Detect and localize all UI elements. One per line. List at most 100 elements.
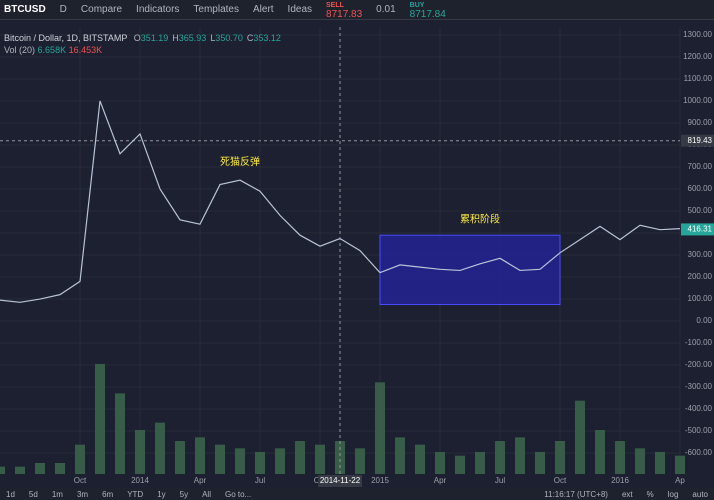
volume-bar: [355, 448, 365, 474]
range-button[interactable]: 3m: [76, 489, 89, 499]
x-tick-label: Oct: [554, 476, 567, 485]
range-button[interactable]: 1m: [51, 489, 63, 499]
x-tick-label: Apr: [434, 476, 447, 485]
symbol[interactable]: BTCUSD: [4, 4, 46, 15]
volume-bar: [55, 463, 65, 474]
ohlc-value: 365.93: [178, 33, 207, 43]
volume-bar: [475, 452, 485, 474]
y-tick-label: -100.00: [685, 338, 713, 347]
y-tick-label: -400.00: [685, 404, 713, 413]
y-tick-label: 900.00: [688, 118, 713, 127]
ohlc: O351.19 H365.93 L350.70 C353.12: [130, 33, 281, 43]
volume-bar: [255, 452, 265, 474]
toolbar: BTCUSD D Compare Indicators Templates Al…: [0, 0, 714, 20]
ohlc-key: C: [246, 33, 254, 43]
range-button[interactable]: 5d: [28, 489, 38, 499]
volume-bar: [195, 437, 205, 474]
volume-value: 6.658K: [37, 45, 67, 55]
chart: 1300.001200.001100.001000.00900.00800.00…: [0, 20, 714, 488]
volume-bar: [275, 448, 285, 474]
sell[interactable]: SELL 8717.83: [326, 1, 363, 20]
volume-bar: [235, 448, 245, 474]
volume-bar: [95, 364, 105, 474]
volume-bar: [675, 455, 685, 474]
buy[interactable]: BUY 8717.84: [409, 1, 446, 20]
option[interactable]: auto: [692, 489, 708, 499]
y-tick-label: 100.00: [688, 294, 713, 303]
range-button[interactable]: All: [202, 489, 211, 499]
volume-legend: Vol (20) 6.658K 16.453K: [4, 45, 102, 55]
volume-bar: [595, 430, 605, 474]
x-tick-label: Oct: [74, 476, 87, 485]
tool[interactable]: Alert: [252, 4, 274, 15]
option[interactable]: %: [646, 489, 654, 499]
volume-bar: [415, 444, 425, 474]
y-tick-label: -600.00: [685, 448, 713, 457]
crosshair-price: 819.43: [688, 136, 713, 145]
volume-bar: [335, 441, 345, 474]
volume-bar: [0, 466, 5, 474]
y-tick-label: 1100.00: [684, 74, 713, 83]
y-tick-label: 700.00: [688, 162, 713, 171]
volume-bar: [295, 441, 305, 474]
volume-bar: [375, 382, 385, 474]
range-button[interactable]: 1y: [157, 489, 166, 499]
x-tick-label: 2014: [131, 476, 149, 485]
last-price: 416.31: [688, 225, 713, 234]
spread: 0.01: [376, 4, 396, 15]
x-tick-label: Ap: [675, 476, 685, 485]
volume-bar: [575, 400, 585, 474]
volume-bar: [75, 444, 85, 474]
y-tick-label: -200.00: [685, 360, 713, 369]
volume-bar: [655, 452, 665, 474]
volume-bar: [315, 444, 325, 474]
range-button[interactable]: 5y: [179, 489, 189, 499]
y-tick-label: 1000.00: [683, 96, 712, 105]
volume-bar: [15, 466, 25, 474]
x-tick-label: 2016: [611, 476, 629, 485]
clock: 11:16:17 (UTC+8): [544, 489, 608, 499]
y-tick-label: -300.00: [685, 382, 713, 391]
interval[interactable]: D: [59, 4, 67, 15]
sell-label: SELL: [326, 1, 344, 9]
tool[interactable]: Ideas: [287, 4, 313, 15]
volume-bar: [35, 463, 45, 474]
option[interactable]: ext: [621, 489, 633, 499]
annotation: 死猫反弹: [220, 155, 260, 168]
volume-bar: [635, 448, 645, 474]
volume-value: 16.453K: [68, 45, 103, 55]
option[interactable]: log: [667, 489, 679, 499]
crosshair-date: 2014-11-22: [320, 476, 361, 485]
range-button[interactable]: Go to...: [224, 489, 252, 499]
volume-bar: [515, 437, 525, 474]
x-tick-label: Apr: [194, 476, 207, 485]
ohlc-value: 351.19: [140, 33, 169, 43]
legend-title: Bitcoin / Dollar, 1D, BITSTAMP: [4, 33, 128, 43]
crosshair-price-tag: [681, 134, 714, 147]
y-tick-label: 600.00: [688, 184, 713, 193]
volume-name: Vol (20): [4, 45, 36, 55]
volume-bar: [555, 441, 565, 474]
bottom-bar: 1d 5d 1m 3m 6m YTD 1y 5y All Go to... 11:16:17 (UT…: [0, 488, 714, 500]
crosshair-date-tag: [318, 475, 362, 487]
sell-price: 8717.83: [326, 8, 363, 20]
tool[interactable]: Templates: [193, 4, 239, 15]
y-tick-label: 300.00: [688, 250, 713, 259]
range-button[interactable]: YTD: [127, 489, 144, 499]
volume-bar: [435, 452, 445, 474]
tool[interactable]: Indicators: [136, 4, 180, 15]
volume-bar: [135, 430, 145, 474]
volume-bar: [215, 444, 225, 474]
price-axis: [680, 20, 714, 488]
ohlc-value: 350.70: [215, 33, 243, 43]
range-button[interactable]: 1d: [6, 489, 15, 499]
buy-label: BUY: [409, 1, 425, 9]
range-button[interactable]: 6m: [102, 489, 114, 499]
tool[interactable]: Compare: [80, 4, 123, 15]
buy-price: 8717.84: [409, 8, 446, 20]
y-tick-label: 500.00: [688, 206, 713, 215]
volume-bar: [615, 441, 625, 474]
x-tick-label: 2015: [371, 476, 389, 485]
y-tick-label: 200.00: [688, 272, 713, 281]
